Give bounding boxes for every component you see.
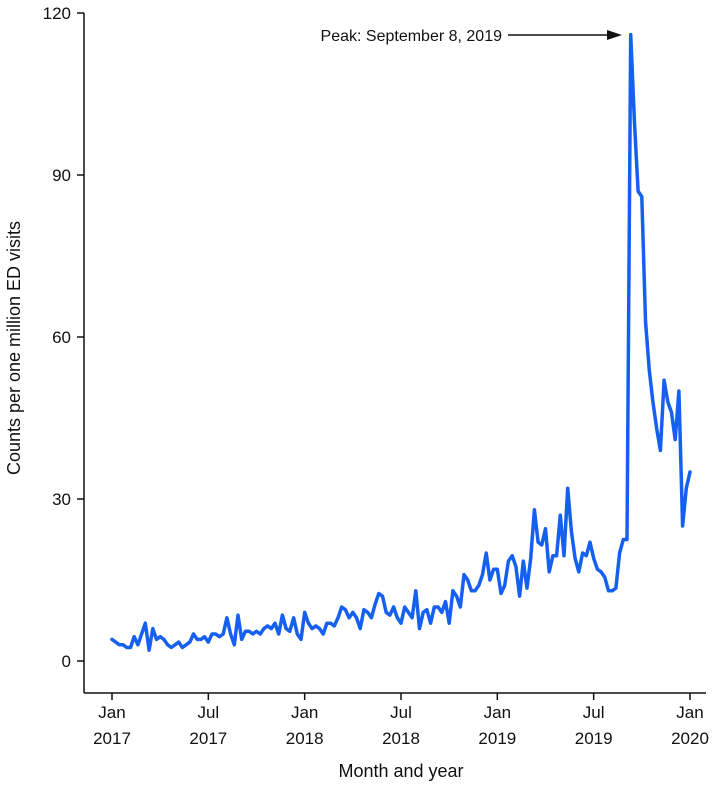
x-tick-month: Jul	[197, 703, 219, 722]
peak-annotation-text: Peak: September 8, 2019	[321, 28, 503, 45]
x-tick-year: 2020	[671, 729, 709, 748]
x-tick-year: 2019	[575, 729, 613, 748]
peak-arrow-head	[607, 30, 622, 40]
x-ticks: Jan 2017 Jul 2017 Jan 2018 Jul 2018 Jan 2019 Jul 20…	[93, 693, 709, 748]
series-line	[112, 35, 690, 651]
y-tick-label: 0	[62, 652, 71, 671]
y-ticks: 0 30 60 90 120	[43, 4, 84, 671]
x-tick-month: Jul	[390, 703, 412, 722]
data-points	[112, 35, 690, 651]
x-tick-year: 2017	[189, 729, 227, 748]
y-tick-label: 120	[43, 4, 71, 23]
x-tick-year: 2017	[93, 729, 131, 748]
x-tick-month: Jul	[583, 703, 605, 722]
y-tick-label: 60	[52, 328, 71, 347]
x-tick-year: 2019	[478, 729, 516, 748]
x-tick-month: Jan	[484, 703, 511, 722]
x-tick-month: Jan	[676, 703, 703, 722]
x-tick-year: 2018	[286, 729, 324, 748]
y-tick-label: 90	[52, 166, 71, 185]
x-tick-month: Jan	[291, 703, 318, 722]
x-axis-label: Month and year	[338, 761, 463, 781]
y-tick-label: 30	[52, 490, 71, 509]
peak-annotation: Peak: September 8, 2019	[321, 28, 622, 45]
y-axis-label: Counts per one million ED visits	[4, 221, 24, 475]
x-tick-month: Jan	[98, 703, 125, 722]
x-tick-year: 2018	[382, 729, 420, 748]
